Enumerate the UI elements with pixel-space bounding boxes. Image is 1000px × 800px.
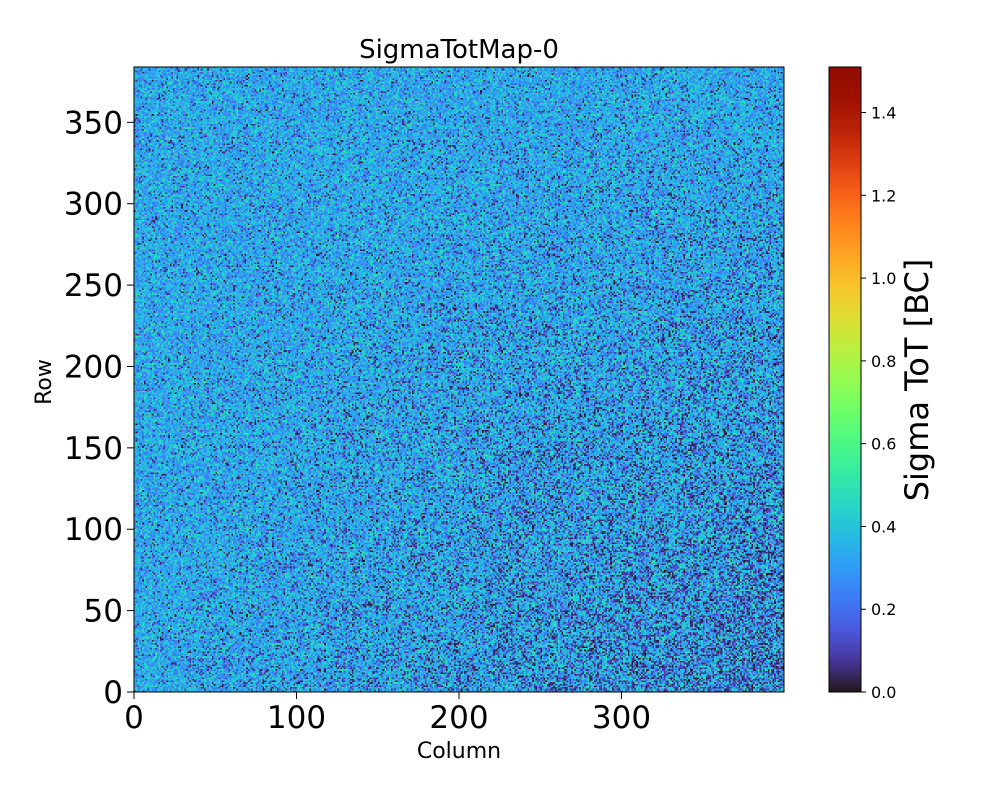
colorbar-tick-label: 0.6 [871, 435, 896, 454]
y-tick-label: 200 [64, 349, 123, 385]
y-tick-label: 50 [84, 594, 123, 630]
colorbar-tick-label: 1.0 [871, 269, 896, 288]
y-axis: 0 50 100 150 200 250 300 350 [64, 105, 134, 711]
x-tick-label: 100 [267, 700, 326, 736]
y-tick-label: 100 [64, 512, 123, 548]
y-tick-label: 150 [64, 431, 123, 467]
colorbar-tick-label: 1.4 [871, 104, 896, 123]
colorbar-tick-label: 0.4 [871, 517, 896, 536]
x-axis-label: Column [417, 739, 501, 764]
colorbar-tick-label: 0.0 [871, 683, 896, 702]
colorbar-tick-label: 0.8 [871, 352, 896, 371]
y-tick-label: 300 [64, 187, 123, 223]
colorbar-gradient [828, 66, 862, 693]
y-axis-label: Row [32, 359, 57, 405]
x-tick-label: 300 [592, 700, 651, 736]
y-tick-label: 250 [64, 268, 123, 304]
x-tick-label: 0 [124, 700, 144, 736]
colorbar-tick-label: 1.2 [871, 186, 896, 205]
colorbar-label: Sigma ToT [BC] [898, 259, 936, 502]
x-tick-label: 200 [429, 700, 488, 736]
x-axis: 0 100 200 300 [124, 692, 651, 736]
heatmap-cells [134, 67, 784, 692]
colorbar-tick-label: 0.2 [871, 600, 896, 619]
colorbar-ticks: 0.0 0.2 0.4 0.6 0.8 1.0 1.2 1.4 [861, 104, 896, 702]
colorbar [828, 66, 862, 693]
chart-title: SigmaTotMap-0 [359, 35, 559, 65]
y-tick-label: 0 [103, 675, 123, 711]
y-tick-label: 350 [64, 105, 123, 141]
heatmap-plot-area [133, 66, 785, 693]
